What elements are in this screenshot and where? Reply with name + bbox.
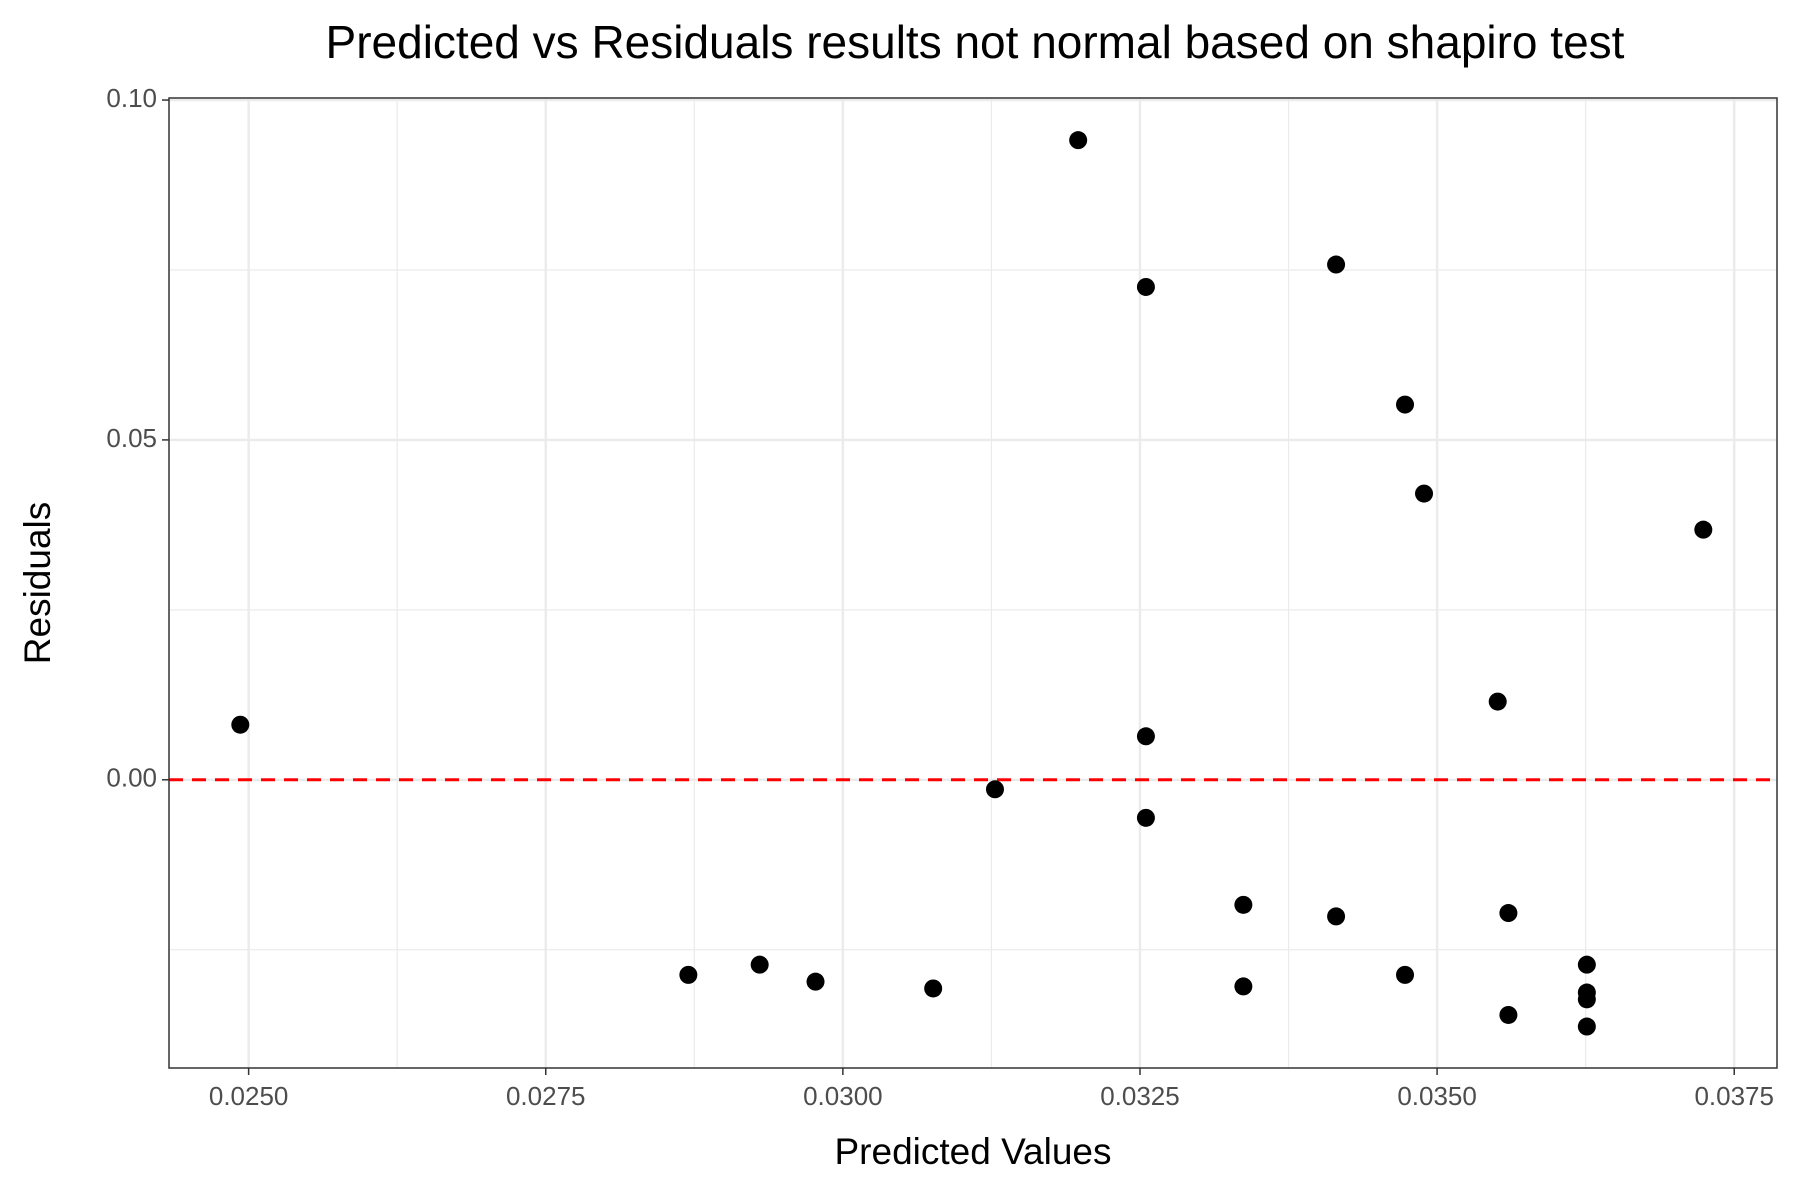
point <box>1136 808 1155 827</box>
point <box>1069 131 1088 150</box>
point <box>1136 727 1155 746</box>
point <box>1234 977 1253 996</box>
point <box>985 780 1004 799</box>
point <box>1577 955 1596 974</box>
x-tick-label: 0.0350 <box>1397 1081 1477 1111</box>
y-tick-label: 0.05 <box>106 423 157 453</box>
point <box>679 965 698 984</box>
chart-title: Predicted vs Residuals results not norma… <box>326 16 1625 68</box>
point <box>1415 484 1434 503</box>
point <box>1499 1005 1518 1024</box>
point <box>1136 277 1155 296</box>
x-tick-label: 0.0300 <box>803 1081 883 1111</box>
y-tick-label: 0.10 <box>106 83 157 113</box>
point <box>1396 965 1415 984</box>
point <box>231 715 250 734</box>
point <box>1488 692 1507 711</box>
point <box>750 955 769 974</box>
point <box>1396 395 1415 414</box>
x-tick-label: 0.0250 <box>209 1081 289 1111</box>
point <box>1234 895 1253 914</box>
y-tick-label: 0.00 <box>106 763 157 793</box>
point <box>1499 904 1518 923</box>
y-axis-label: Residuals <box>17 502 58 664</box>
point <box>1577 990 1596 1009</box>
panel-border <box>168 97 1778 1069</box>
point <box>1327 255 1346 274</box>
x-axis-label: Predicted Values <box>835 1131 1112 1172</box>
x-tick-label: 0.0275 <box>506 1081 586 1111</box>
point <box>1327 907 1346 926</box>
point <box>924 979 943 998</box>
x-tick-label: 0.0325 <box>1100 1081 1180 1111</box>
point <box>1577 1017 1596 1036</box>
point <box>1694 520 1713 539</box>
point <box>806 972 825 991</box>
x-tick-label: 0.0375 <box>1694 1081 1774 1111</box>
